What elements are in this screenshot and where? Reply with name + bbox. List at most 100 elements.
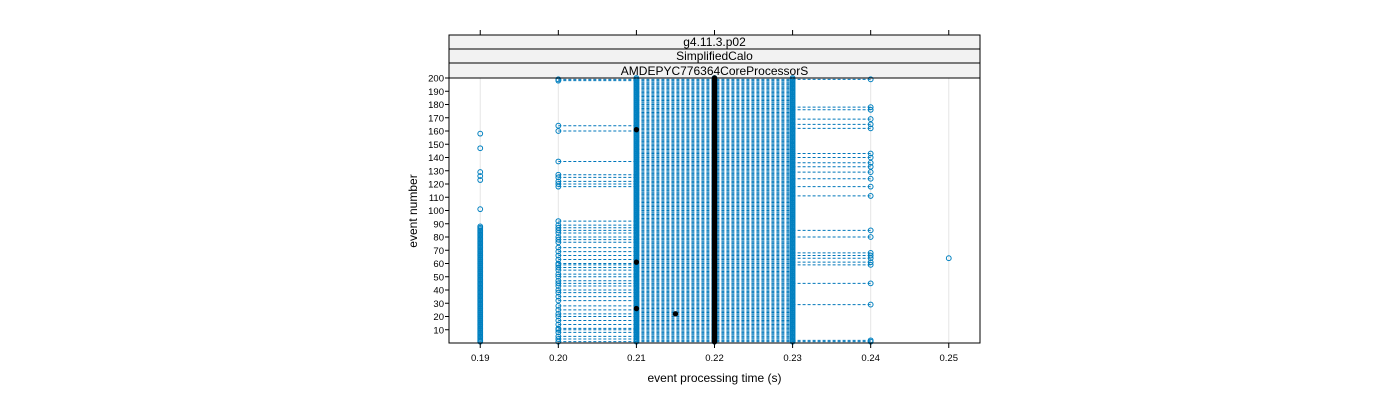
event-point xyxy=(555,280,562,287)
event-point xyxy=(867,227,874,234)
event-point xyxy=(867,175,874,182)
event-point xyxy=(555,224,562,231)
y-tick-label: 40 xyxy=(433,286,444,297)
x-axis: 0.19 0.20 0.21 0.22 0.23 0.24 0.25 xyxy=(471,30,958,364)
median-point xyxy=(633,259,640,265)
x-axis-title: event processing time (s) xyxy=(647,371,781,385)
event-point xyxy=(867,261,874,268)
event-point xyxy=(867,252,874,259)
y-tick-label: 130 xyxy=(428,166,444,177)
event-point xyxy=(555,306,562,313)
y-tick-label: 140 xyxy=(428,153,444,164)
event-point xyxy=(477,173,484,179)
event-point xyxy=(555,174,562,181)
event-point xyxy=(555,260,562,267)
event-point xyxy=(555,236,562,243)
event-point xyxy=(555,317,562,324)
y-tick-label: 110 xyxy=(429,193,444,204)
event-point xyxy=(555,222,562,228)
event-point xyxy=(555,297,562,304)
event-point xyxy=(555,234,562,240)
median-point xyxy=(633,126,640,133)
event-point xyxy=(555,239,562,246)
event-point xyxy=(555,181,562,187)
event-point xyxy=(867,163,874,170)
event-point xyxy=(477,130,484,137)
median-point xyxy=(672,311,679,317)
event-point xyxy=(555,277,562,284)
y-tick-label: 90 xyxy=(433,219,444,230)
y-tick-label: 120 xyxy=(428,180,444,191)
event-point xyxy=(867,301,874,308)
y-tick-label: 30 xyxy=(433,299,444,310)
x-tick-label: 0.25 xyxy=(940,353,959,364)
y-tick-label: 70 xyxy=(433,246,444,257)
event-point xyxy=(867,154,874,161)
event-point xyxy=(867,116,874,122)
x-tick-label: 0.20 xyxy=(549,353,568,364)
event-point xyxy=(867,234,874,240)
event-point xyxy=(555,252,562,259)
event-point xyxy=(867,121,874,128)
event-point xyxy=(555,264,562,271)
event-point xyxy=(555,128,562,134)
event-point xyxy=(477,169,484,175)
median-point xyxy=(633,305,640,312)
event-point xyxy=(555,248,562,255)
event-point xyxy=(867,193,874,199)
y-tick-label: 190 xyxy=(428,87,444,98)
x-tick-label: 0.23 xyxy=(783,353,802,364)
y-tick-label: 20 xyxy=(433,312,444,323)
event-point xyxy=(867,150,874,157)
strip-3-label: AMDEPYC776364CoreProcessorS xyxy=(621,64,808,78)
y-tick-label: 150 xyxy=(428,140,444,151)
y-axis: 10 20 30 40 50 60 70 80 90 100 110 120 130 140 150 160 1… xyxy=(428,74,449,336)
y-tick-label: 160 xyxy=(428,127,444,138)
strip-1-label: g4.11.3.p02 xyxy=(683,35,746,49)
event-point xyxy=(555,325,562,332)
event-point xyxy=(477,145,484,152)
y-tick-label: 80 xyxy=(433,233,444,244)
event-point xyxy=(477,206,484,213)
event-point xyxy=(867,169,874,175)
y-tick-label: 100 xyxy=(428,206,444,217)
x-tick-label: 0.22 xyxy=(705,353,724,364)
event-point xyxy=(555,333,562,340)
event-point xyxy=(867,76,874,83)
y-tick-label: 180 xyxy=(428,100,444,111)
event-point xyxy=(555,273,562,280)
strip-2-label: SimplifiedCalo xyxy=(676,49,753,63)
event-point xyxy=(555,271,562,278)
event-point xyxy=(555,76,562,83)
event-point xyxy=(867,255,874,262)
panel-strips: g4.11.3.p02 SimplifiedCalo AMDEPYC776364… xyxy=(448,34,981,79)
event-point xyxy=(555,293,562,300)
event-point xyxy=(867,280,874,287)
event-point xyxy=(867,159,874,166)
event-point xyxy=(945,255,952,262)
y-tick-label: 170 xyxy=(428,113,444,124)
x-tick-label: 0.19 xyxy=(471,353,490,364)
event-point xyxy=(867,104,874,111)
event-point xyxy=(867,259,874,266)
event-point xyxy=(555,336,562,342)
event-point xyxy=(555,218,562,225)
event-lines xyxy=(558,77,871,343)
event-point xyxy=(555,329,562,336)
event-point xyxy=(555,289,562,296)
x-tick-label: 0.21 xyxy=(627,353,646,364)
y-tick-label: 60 xyxy=(433,259,444,270)
event-point xyxy=(867,250,874,256)
y-axis-title: event number xyxy=(406,174,420,247)
event-point xyxy=(555,244,562,251)
event-point xyxy=(555,287,562,293)
event-point xyxy=(555,313,562,320)
event-point xyxy=(477,223,484,230)
event-point xyxy=(867,106,874,113)
event-point xyxy=(555,227,562,234)
event-point xyxy=(555,178,562,185)
event-point xyxy=(867,183,874,190)
event-point xyxy=(867,125,874,132)
y-tick-label: 50 xyxy=(433,272,444,283)
